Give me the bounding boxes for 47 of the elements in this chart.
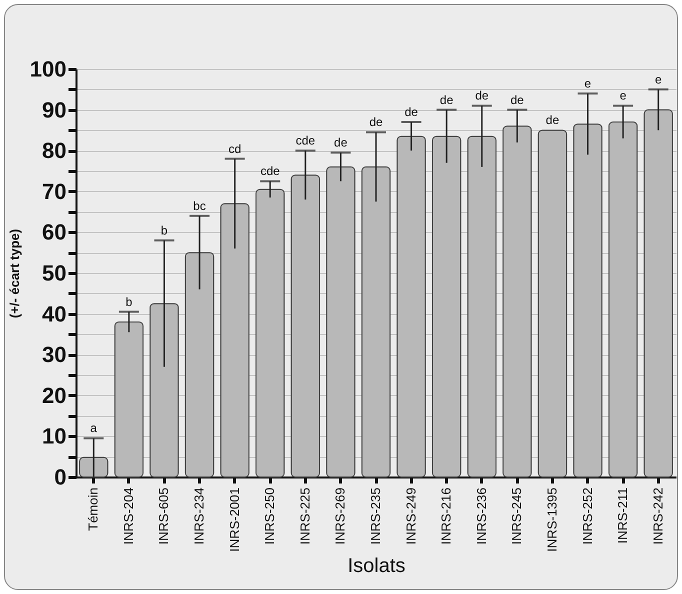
y-tick-label: 40: [42, 301, 66, 326]
annotation: de: [369, 115, 383, 130]
annotation: de: [546, 113, 560, 128]
y-tick-label: 100: [30, 56, 66, 82]
annotation: de: [404, 105, 418, 120]
annotation: e: [655, 72, 662, 86]
x-axis-title: Isolats: [348, 554, 406, 577]
x-tick-label: INRS-235: [368, 488, 383, 545]
annotation: a: [90, 421, 98, 436]
annotation: de: [440, 92, 454, 107]
x-tick-label: INRS-249: [403, 488, 418, 545]
annotation: b: [126, 294, 133, 309]
annotation: e: [584, 76, 592, 90]
annotation: bc: [193, 198, 206, 213]
annotation: cd: [228, 142, 242, 156]
annotation: cde: [296, 134, 316, 148]
x-tick-label: INRS-242: [650, 488, 666, 545]
y-tick-label: 0: [54, 464, 66, 490]
x-tick-label: INRS-204: [120, 488, 136, 545]
x-tick-label: INRS-250: [262, 488, 278, 545]
annotation: de: [475, 88, 489, 103]
x-tick-label: INRS-236: [474, 488, 489, 545]
y-tick-label: 80: [42, 138, 66, 164]
x-tick-label: INRS-234: [192, 488, 207, 545]
y-tick-label: 90: [42, 97, 66, 122]
x-tick-label: INRS-245: [509, 488, 524, 545]
y-tick-label: 70: [42, 178, 66, 204]
x-tick-label: INRS-252: [580, 488, 595, 545]
annotation: cde: [260, 164, 280, 178]
x-tick-label: Témoin: [86, 488, 101, 531]
x-tick-label: INRS-1395: [544, 488, 560, 552]
annotation: de: [510, 92, 524, 107]
y-tick-label: 10: [42, 424, 66, 449]
x-tick-label: INRS-269: [332, 488, 348, 545]
x-tick-label: INRS-216: [438, 488, 454, 545]
y-tick-label: 20: [42, 382, 66, 408]
x-tick-label: INRS-2001: [226, 488, 242, 552]
x-tick-label: INRS-605: [156, 488, 172, 545]
x-tick-label: INRS-225: [297, 488, 312, 545]
y-axis-title: (+/- écart type): [6, 228, 22, 318]
y-tick-label: 60: [42, 220, 66, 245]
annotation: de: [334, 136, 348, 150]
y-tick-label: 50: [42, 260, 66, 286]
annotation: b: [160, 223, 168, 238]
x-tick-label: INRS-211: [615, 488, 630, 544]
y-tick-label: 30: [42, 342, 66, 368]
annotation: e: [620, 88, 627, 103]
